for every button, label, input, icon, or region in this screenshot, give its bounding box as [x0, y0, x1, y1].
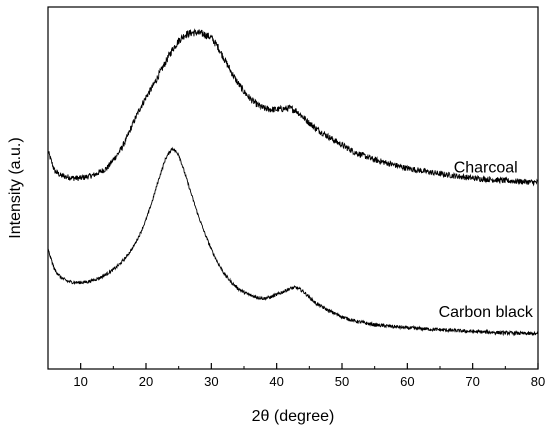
- series-label-charcoal: Charcoal: [454, 160, 518, 177]
- x-axis-title: 2θ (degree): [252, 408, 335, 425]
- x-tick-label-10: 10: [73, 374, 87, 389]
- plot-area-frame: [47, 6, 539, 370]
- x-tick-label-50: 50: [335, 374, 349, 389]
- series-labels: Charcoal Carbon black: [439, 160, 534, 321]
- series-label-carbon-black: Carbon black: [439, 304, 534, 321]
- x-tick-label-70: 70: [465, 374, 479, 389]
- x-tick-label-80: 80: [531, 374, 545, 389]
- series-line-charcoal: [47, 28, 539, 187]
- series-layer: [47, 28, 539, 337]
- x-tick-label-60: 60: [400, 374, 414, 389]
- x-axis-ticks: 10 20 30 40 50 60 70 80: [47, 363, 545, 389]
- series-line-carbon-black: [47, 146, 539, 337]
- x-tick-label-40: 40: [269, 374, 283, 389]
- x-tick-label-20: 20: [139, 374, 153, 389]
- y-axis-title: Intensity (a.u.): [7, 137, 24, 238]
- x-tick-label-30: 30: [204, 374, 218, 389]
